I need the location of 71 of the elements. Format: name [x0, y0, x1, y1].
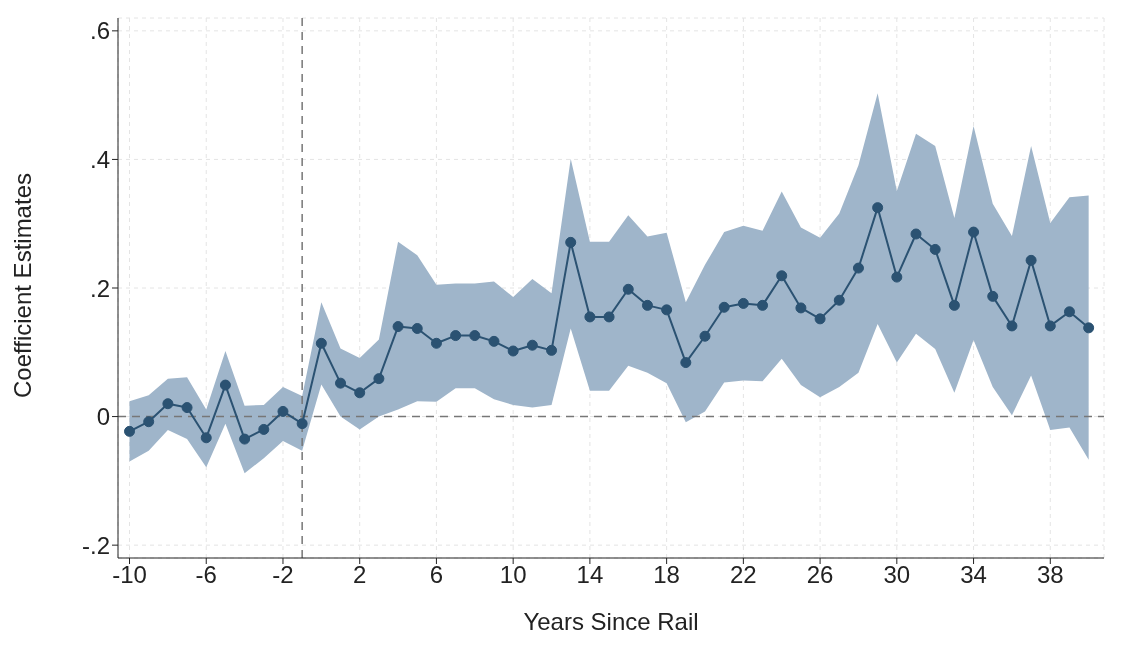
- point: [258, 423, 270, 435]
- point: [718, 301, 730, 313]
- point: [833, 294, 845, 306]
- point: [814, 313, 826, 325]
- point: [1025, 254, 1037, 266]
- point: [680, 357, 692, 369]
- point: [968, 226, 980, 238]
- point: [315, 337, 327, 349]
- point: [546, 344, 558, 356]
- point: [565, 236, 577, 248]
- point: [776, 270, 788, 282]
- point: [507, 345, 519, 357]
- point: [277, 405, 289, 417]
- point: [296, 418, 308, 430]
- point: [354, 387, 366, 399]
- point: [737, 297, 749, 309]
- point: [373, 373, 385, 385]
- x-tick-label: 18: [653, 561, 680, 589]
- y-tick-label: .4: [89, 145, 110, 173]
- point: [699, 330, 711, 342]
- point: [219, 379, 231, 391]
- x-tick-label: 10: [499, 561, 527, 589]
- x-tick-label: 26: [806, 561, 834, 589]
- point: [1063, 306, 1075, 318]
- point: [661, 304, 673, 316]
- y-tick-label: .6: [89, 17, 110, 45]
- point: [526, 339, 538, 351]
- y-tick-label: -.2: [81, 531, 110, 559]
- point: [469, 330, 481, 342]
- point: [1083, 322, 1095, 334]
- point: [392, 321, 404, 333]
- point: [143, 416, 155, 428]
- point: [872, 202, 884, 214]
- x-tick-label: -2: [272, 561, 294, 589]
- point: [757, 299, 769, 311]
- x-tick-label: 14: [576, 561, 604, 589]
- y-axis-title: Coefficient Estimates: [8, 173, 36, 398]
- point: [335, 377, 347, 389]
- point: [584, 311, 596, 323]
- point: [929, 243, 941, 255]
- y-tick-label: .2: [89, 274, 110, 302]
- point: [910, 228, 922, 240]
- point: [181, 402, 193, 414]
- point: [622, 283, 634, 295]
- x-tick-label: 34: [960, 561, 987, 589]
- point: [162, 398, 174, 410]
- point: [795, 302, 807, 314]
- point: [852, 262, 864, 274]
- x-tick-label: -10: [112, 561, 147, 589]
- point: [948, 299, 960, 311]
- x-tick-label: 6: [429, 561, 444, 589]
- x-tick-label: -6: [195, 561, 217, 589]
- x-tick-label: 38: [1036, 561, 1064, 589]
- point: [450, 330, 462, 342]
- point: [430, 337, 442, 349]
- point: [1044, 320, 1056, 332]
- x-tick-label: 2: [353, 561, 367, 589]
- point: [891, 271, 903, 283]
- point: [239, 433, 251, 445]
- x-axis-title: Years Since Rail: [523, 608, 699, 635]
- point: [987, 290, 999, 302]
- x-tick-label: 30: [883, 561, 911, 589]
- point: [124, 425, 136, 437]
- point: [641, 299, 653, 311]
- y-tick-label: 0: [96, 403, 110, 431]
- point: [200, 432, 212, 444]
- point: [488, 335, 500, 347]
- x-tick-label: 22: [730, 561, 757, 589]
- point: [603, 311, 615, 323]
- point: [411, 323, 423, 334]
- point: [1006, 320, 1018, 332]
